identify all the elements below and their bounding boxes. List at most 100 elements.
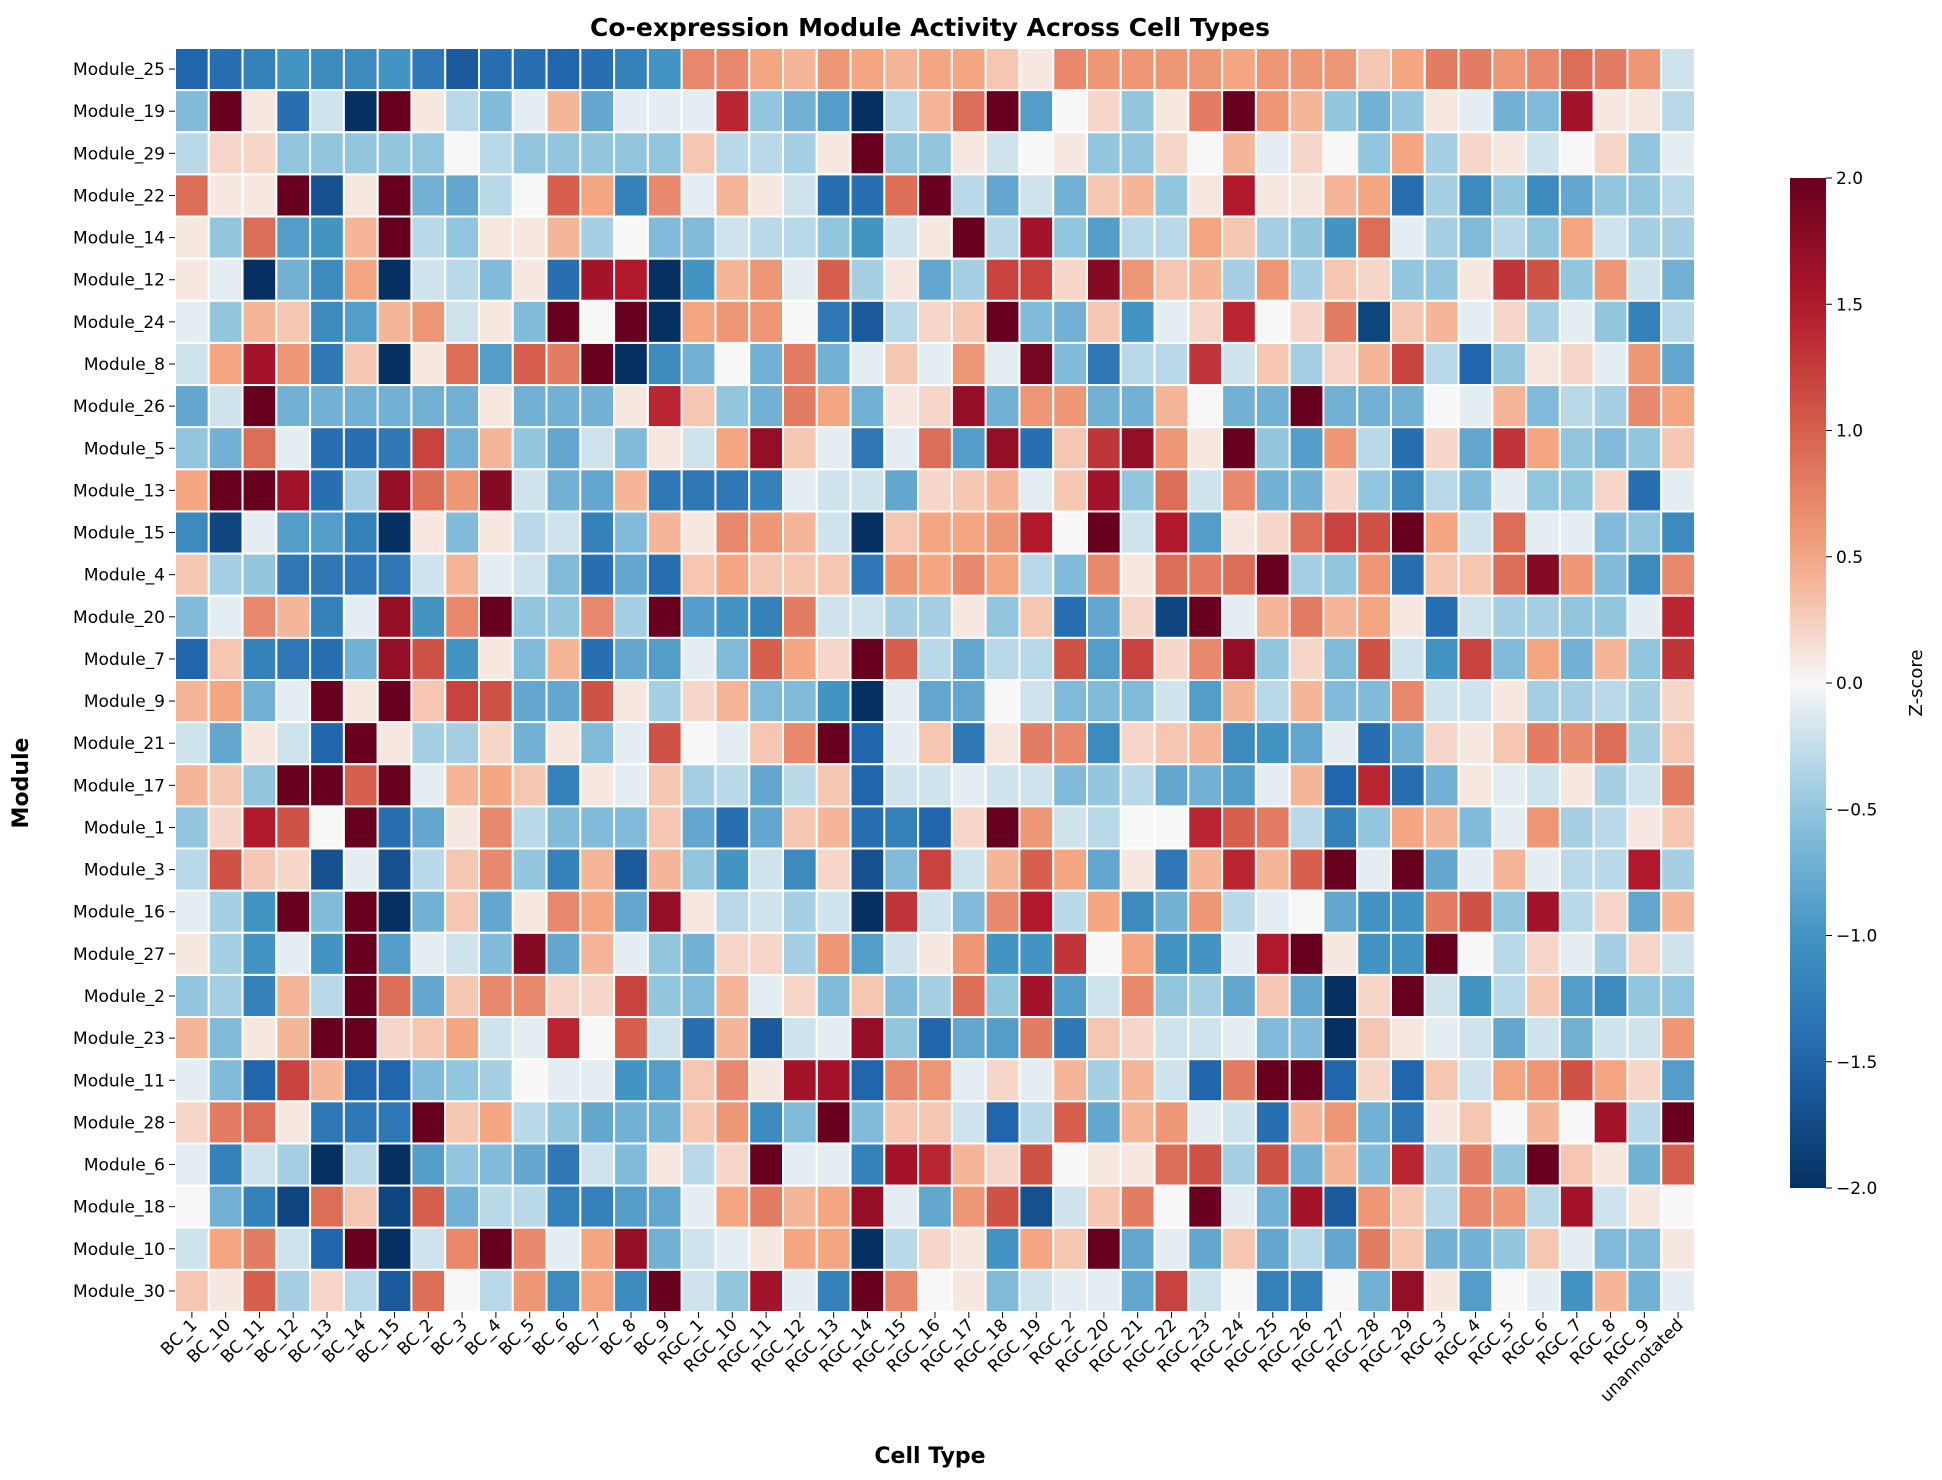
heatmap-cell <box>1626 1058 1663 1103</box>
heatmap-cell <box>174 1016 210 1061</box>
heatmap-cell <box>1119 889 1156 934</box>
heatmap-cell <box>1525 341 1561 387</box>
heatmap-cell <box>444 47 480 92</box>
y-tick-label: Module_30 <box>73 1282 165 1302</box>
heatmap-cell <box>579 931 616 976</box>
heatmap-cell <box>883 384 920 429</box>
heatmap-cell <box>1390 636 1426 681</box>
heatmap-cell <box>782 341 818 387</box>
heatmap-cell <box>579 721 616 766</box>
heatmap-cell <box>410 763 447 808</box>
heatmap-cell <box>579 1100 616 1145</box>
heatmap-cell <box>241 931 278 976</box>
heatmap-cell <box>1086 721 1122 766</box>
heatmap-cell <box>1052 721 1088 766</box>
heatmap-cell <box>1660 384 1696 429</box>
heatmap-cell <box>1187 552 1224 597</box>
heatmap-cell <box>1187 468 1224 513</box>
heatmap-cell <box>748 1268 784 1313</box>
heatmap-cell <box>849 594 886 639</box>
heatmap-cell <box>714 341 751 387</box>
heatmap-cell <box>815 1142 852 1187</box>
heatmap-cell <box>511 1100 548 1145</box>
heatmap-cell <box>1457 215 1494 260</box>
heatmap-cell <box>1356 47 1392 92</box>
heatmap-cell <box>950 299 987 344</box>
heatmap-cell <box>1457 763 1494 808</box>
heatmap-cell <box>410 679 447 724</box>
heatmap-cell <box>984 1268 1021 1313</box>
heatmap-cell <box>917 468 953 513</box>
heatmap-cell <box>1153 384 1190 429</box>
heatmap-cell <box>1288 257 1325 302</box>
heatmap-cell <box>613 721 649 766</box>
heatmap-cell <box>1457 721 1494 766</box>
heatmap-cell <box>1221 257 1257 302</box>
heatmap-cell <box>376 721 413 766</box>
heatmap-cell <box>1221 679 1257 724</box>
heatmap-cell <box>579 552 616 597</box>
heatmap-cell <box>1390 594 1426 639</box>
heatmap-cell <box>376 257 413 302</box>
heatmap-cell <box>1119 299 1156 344</box>
heatmap-cell <box>613 594 649 639</box>
heatmap-cell <box>275 679 312 724</box>
heatmap-cell <box>714 1184 751 1229</box>
heatmap-cell <box>1153 1058 1190 1103</box>
heatmap-cell <box>1221 721 1257 766</box>
heatmap-cell <box>376 215 413 260</box>
heatmap-cell <box>1491 47 1528 92</box>
heatmap-cell <box>1592 384 1629 429</box>
heatmap-cell <box>950 257 987 302</box>
heatmap-cell <box>646 131 683 176</box>
heatmap-cell <box>410 973 447 1019</box>
heatmap-cell <box>1288 1100 1325 1145</box>
heatmap-cell <box>444 89 480 134</box>
heatmap-cell <box>1086 889 1122 934</box>
heatmap-cell <box>1187 1058 1224 1103</box>
heatmap-cell <box>342 426 379 471</box>
heatmap-cell <box>883 89 920 134</box>
heatmap-cell <box>613 341 649 387</box>
heatmap-cell <box>1221 426 1257 471</box>
heatmap-cell <box>646 1226 683 1271</box>
heatmap-cell <box>1086 1100 1122 1145</box>
heatmap-cell <box>849 426 886 471</box>
heatmap-cell <box>815 384 852 429</box>
heatmap-cell <box>1322 510 1359 555</box>
heatmap-cell <box>174 721 210 766</box>
heatmap-cell <box>984 805 1021 850</box>
heatmap-cell <box>917 973 953 1019</box>
heatmap-cell <box>917 384 953 429</box>
heatmap-cell <box>883 173 920 218</box>
heatmap-cell <box>1457 679 1494 724</box>
heatmap-cell <box>275 1016 312 1061</box>
heatmap-cell <box>444 552 480 597</box>
heatmap-cell <box>1525 215 1561 260</box>
x-tick-label: BC_6 <box>529 1315 573 1359</box>
heatmap-cell <box>1356 1268 1392 1313</box>
heatmap-cell <box>444 468 480 513</box>
y-tick-label: Module_28 <box>73 1113 165 1133</box>
heatmap-cell <box>1558 468 1595 513</box>
heatmap-cell <box>376 889 413 934</box>
heatmap-cell <box>1491 1184 1528 1229</box>
heatmap-cell <box>849 679 886 724</box>
heatmap-cell <box>782 384 818 429</box>
heatmap-cell <box>174 257 210 302</box>
heatmap-cell <box>1356 805 1392 850</box>
heatmap-cell <box>174 931 210 976</box>
heatmap-cell <box>917 1016 953 1061</box>
heatmap-cell <box>511 89 548 134</box>
heatmap-cell <box>309 468 345 513</box>
heatmap-cell <box>579 426 616 471</box>
heatmap-cell <box>883 1268 920 1313</box>
heatmap-cell <box>883 1016 920 1061</box>
heatmap-cell <box>410 173 447 218</box>
heatmap-cell <box>1052 1058 1088 1103</box>
heatmap-cell <box>309 257 345 302</box>
heatmap-cell <box>1288 1016 1325 1061</box>
heatmap-cell <box>950 510 987 555</box>
heatmap-cell <box>646 973 683 1019</box>
heatmap-cell <box>478 1100 514 1145</box>
